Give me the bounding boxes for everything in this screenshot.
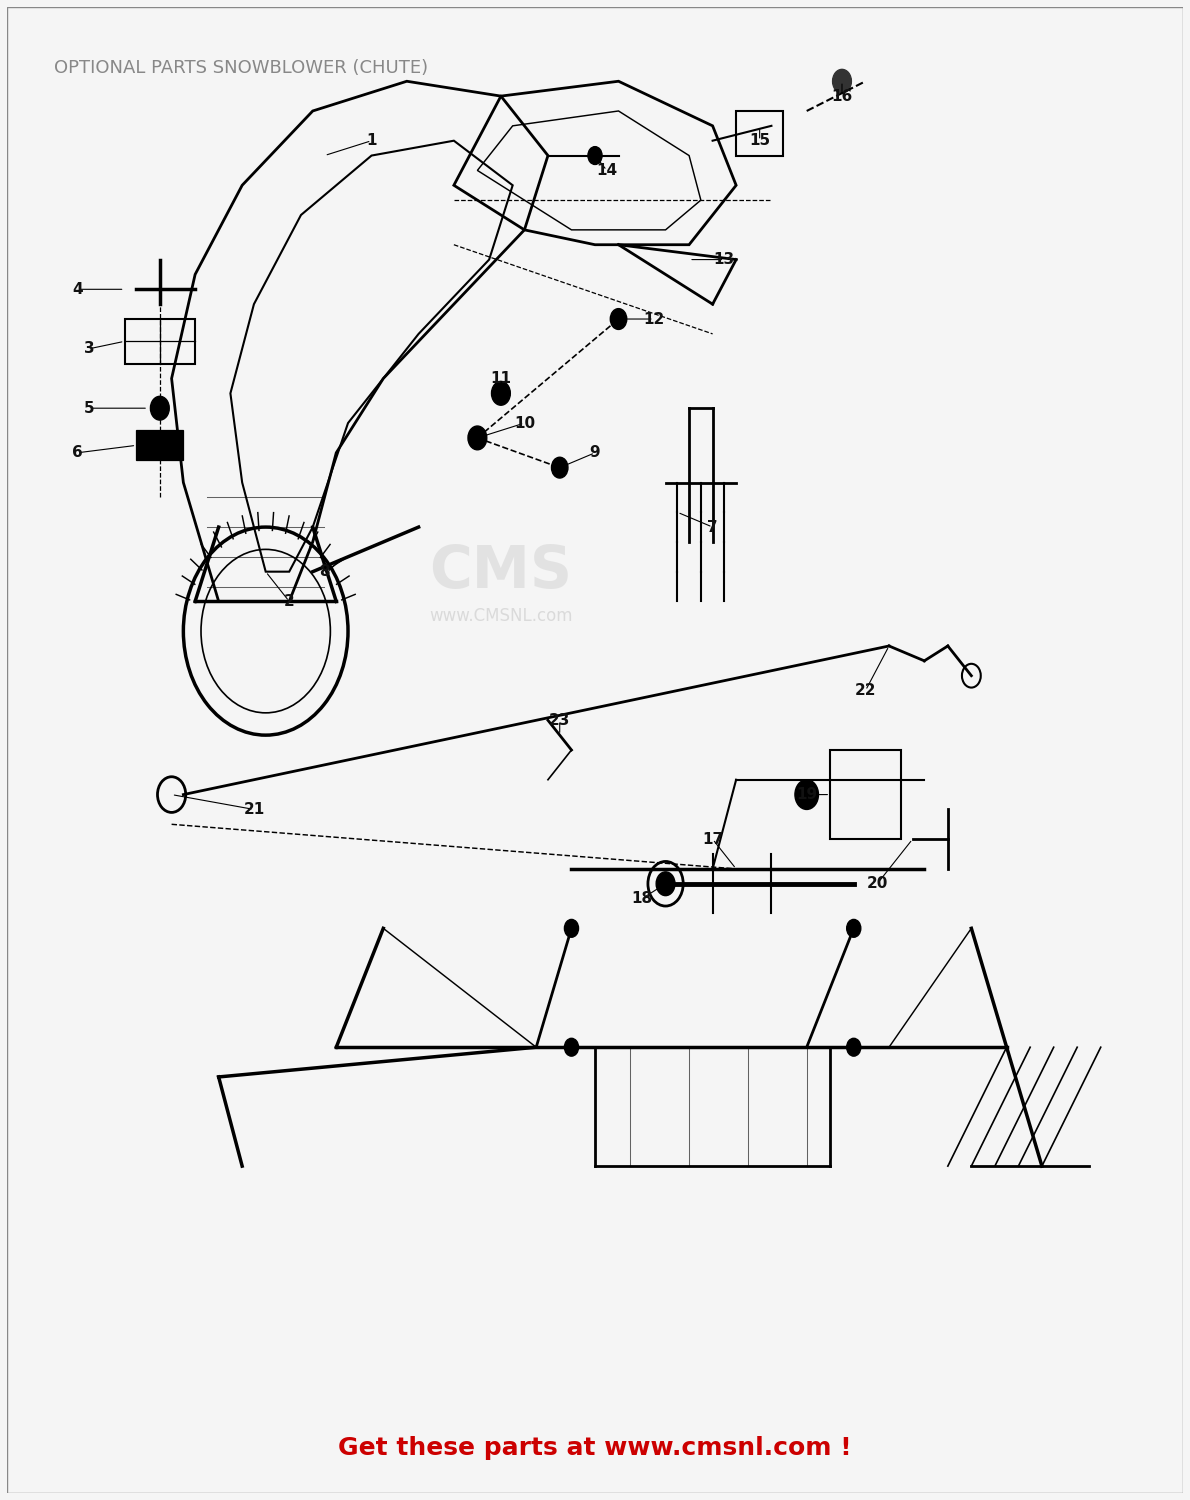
Circle shape: [833, 69, 851, 93]
Text: OPTIONAL PARTS SNOWBLOWER (CHUTE): OPTIONAL PARTS SNOWBLOWER (CHUTE): [54, 58, 428, 76]
Text: 23: 23: [549, 712, 570, 728]
Circle shape: [551, 458, 568, 478]
Circle shape: [795, 780, 819, 810]
Text: 2: 2: [284, 594, 295, 609]
Text: 1: 1: [367, 134, 377, 148]
Text: 14: 14: [596, 164, 618, 178]
Text: 19: 19: [796, 788, 818, 802]
Text: 17: 17: [702, 831, 724, 846]
Text: 10: 10: [514, 416, 536, 430]
Text: 11: 11: [490, 370, 512, 386]
Text: 16: 16: [832, 88, 852, 104]
Text: Get these parts at www.cmsnl.com !: Get these parts at www.cmsnl.com !: [338, 1437, 852, 1461]
Text: 21: 21: [243, 802, 264, 818]
Text: 20: 20: [866, 876, 888, 891]
Text: 5: 5: [84, 400, 94, 416]
Text: 6: 6: [73, 446, 83, 460]
Text: 12: 12: [643, 312, 664, 327]
Circle shape: [656, 871, 675, 895]
Circle shape: [564, 1038, 578, 1056]
Text: 8: 8: [319, 564, 330, 579]
Text: 7: 7: [707, 519, 718, 534]
Circle shape: [847, 1038, 860, 1056]
Circle shape: [847, 920, 860, 938]
Text: 13: 13: [714, 252, 735, 267]
Text: www.CMSNL.com: www.CMSNL.com: [430, 608, 572, 625]
Text: CMS: CMS: [430, 543, 572, 600]
Text: 4: 4: [73, 282, 83, 297]
Text: 18: 18: [632, 891, 652, 906]
Circle shape: [610, 309, 627, 330]
Circle shape: [468, 426, 487, 450]
Text: 15: 15: [749, 134, 770, 148]
Circle shape: [588, 147, 602, 165]
Text: 3: 3: [84, 342, 94, 357]
Circle shape: [491, 381, 511, 405]
Text: 9: 9: [590, 446, 600, 460]
Circle shape: [564, 920, 578, 938]
Text: 22: 22: [854, 682, 876, 698]
Polygon shape: [137, 430, 183, 460]
Circle shape: [150, 396, 169, 420]
